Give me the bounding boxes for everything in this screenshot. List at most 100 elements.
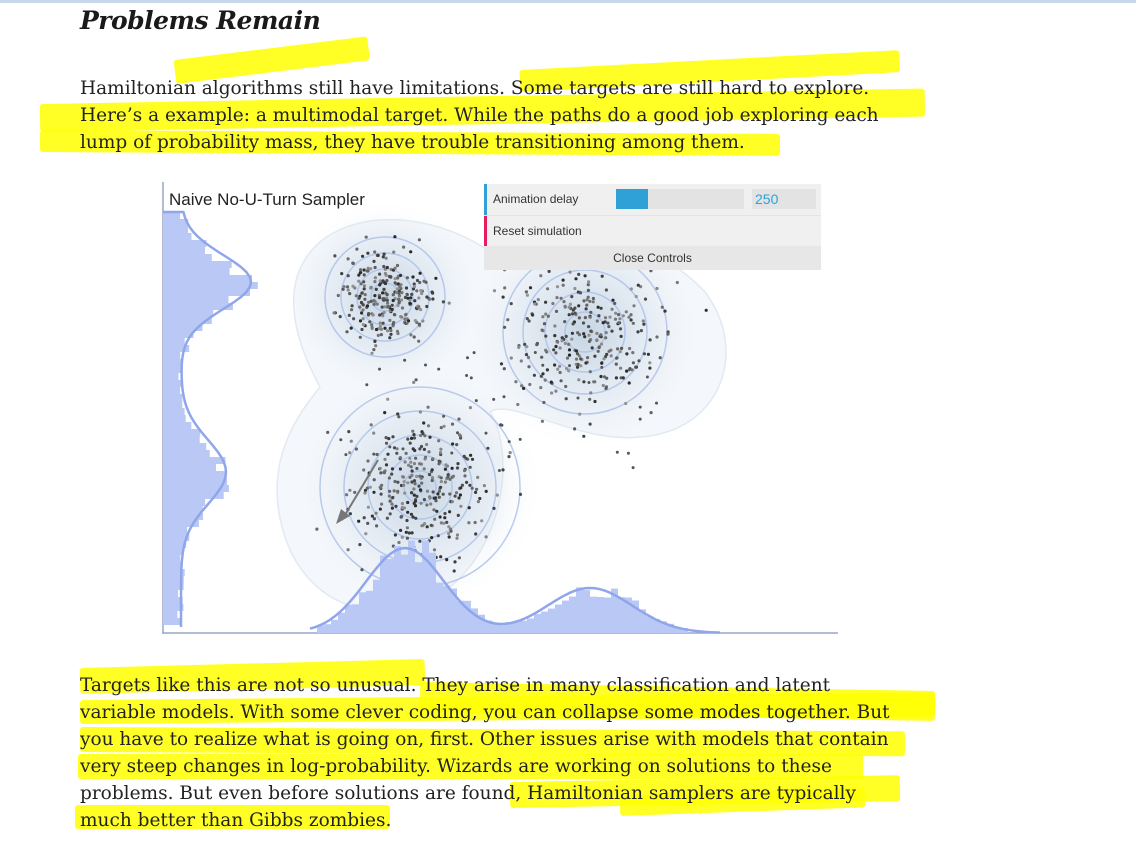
sample-point xyxy=(613,317,618,321)
sample-point xyxy=(543,378,547,382)
sample-point xyxy=(595,331,599,335)
histogram-bar xyxy=(163,527,188,534)
sample-point xyxy=(539,386,543,390)
sample-point xyxy=(442,521,446,525)
histogram-bar xyxy=(163,324,203,331)
sample-point xyxy=(363,293,367,297)
sample-point xyxy=(348,292,352,296)
sample-point xyxy=(658,356,662,360)
histogram-bar xyxy=(163,373,179,380)
sample-point xyxy=(536,298,540,302)
sample-point xyxy=(563,341,567,345)
sampler-canvas[interactable] xyxy=(160,182,840,636)
reset-simulation-button[interactable]: Reset simulation xyxy=(493,224,582,238)
histogram-bar xyxy=(163,499,206,506)
sample-point xyxy=(420,291,424,296)
sample-point xyxy=(599,342,604,346)
sample-point xyxy=(397,294,402,298)
sample-point xyxy=(413,319,417,323)
histogram-bar xyxy=(583,590,590,633)
sample-point xyxy=(544,300,548,304)
sample-point xyxy=(563,304,567,308)
histogram-bar xyxy=(163,429,201,436)
sample-point xyxy=(388,318,392,322)
sample-point xyxy=(364,532,368,536)
sample-point xyxy=(326,430,330,434)
sample-point xyxy=(392,446,397,450)
animation-delay-input[interactable]: 250 xyxy=(752,189,816,209)
sample-point xyxy=(412,462,417,466)
sample-point xyxy=(395,290,399,295)
animation-delay-slider[interactable] xyxy=(616,189,744,209)
sample-point xyxy=(556,340,560,344)
sample-point xyxy=(412,493,416,497)
sample-point xyxy=(437,495,441,499)
sample-point xyxy=(551,301,555,306)
sample-point xyxy=(617,321,621,325)
sample-point xyxy=(553,363,557,367)
sample-point xyxy=(355,247,359,251)
sample-point xyxy=(611,298,615,302)
sample-point xyxy=(385,279,389,283)
sample-point xyxy=(444,463,448,467)
sample-point xyxy=(482,484,486,488)
sample-point xyxy=(362,468,366,472)
histogram-bar xyxy=(163,457,226,464)
sample-point xyxy=(484,489,488,493)
histogram-bar xyxy=(163,240,207,247)
sample-point xyxy=(567,305,571,309)
sample-point xyxy=(578,291,583,295)
sample-point xyxy=(604,336,608,340)
sample-point xyxy=(587,333,591,337)
sample-point xyxy=(410,473,414,477)
sample-point xyxy=(425,304,429,309)
sample-point xyxy=(540,419,544,423)
sample-point xyxy=(525,317,529,321)
sample-point xyxy=(381,321,385,325)
close-controls-button[interactable]: Close Controls xyxy=(484,246,821,270)
sample-point xyxy=(509,356,513,360)
sample-point xyxy=(432,508,436,512)
sample-point xyxy=(596,305,600,309)
histogram-bar xyxy=(443,585,450,633)
sample-point xyxy=(568,302,572,306)
sample-point xyxy=(406,437,410,441)
sample-point xyxy=(345,285,350,289)
sample-point xyxy=(610,307,614,311)
sample-point xyxy=(541,315,545,319)
sample-point xyxy=(375,524,379,528)
histogram-bar xyxy=(450,588,457,633)
sample-point xyxy=(547,269,551,273)
sample-point xyxy=(467,506,471,510)
sample-point xyxy=(410,292,414,296)
histogram-bar xyxy=(163,541,187,548)
sample-point xyxy=(578,412,582,416)
sample-point xyxy=(442,414,446,418)
sample-point xyxy=(412,433,416,437)
sample-point xyxy=(370,514,374,518)
sample-point xyxy=(446,475,450,479)
sample-point xyxy=(411,429,415,433)
histogram-bar xyxy=(359,592,366,633)
sample-point xyxy=(358,305,362,309)
sample-point xyxy=(397,415,401,419)
sample-point xyxy=(389,328,393,333)
paragraph-intro: Hamiltonian algorithms still have limita… xyxy=(80,75,940,156)
sample-point xyxy=(506,318,510,322)
sample-point xyxy=(388,499,392,503)
sample-point xyxy=(347,430,351,434)
sample-point xyxy=(596,349,600,353)
sample-point xyxy=(419,308,423,312)
sample-point xyxy=(577,272,581,276)
sample-point xyxy=(502,367,506,371)
section-heading: Problems Remain xyxy=(80,6,321,35)
sample-point xyxy=(403,295,408,300)
sample-point xyxy=(456,513,460,517)
paragraph-line: Hamiltonian algorithms still have limita… xyxy=(80,78,870,99)
sample-point xyxy=(628,367,632,370)
sample-point xyxy=(517,345,521,349)
sample-point xyxy=(627,381,631,385)
sample-point xyxy=(361,303,365,307)
sample-point xyxy=(539,274,543,278)
reset-simulation-row[interactable]: Reset simulation xyxy=(484,216,821,248)
